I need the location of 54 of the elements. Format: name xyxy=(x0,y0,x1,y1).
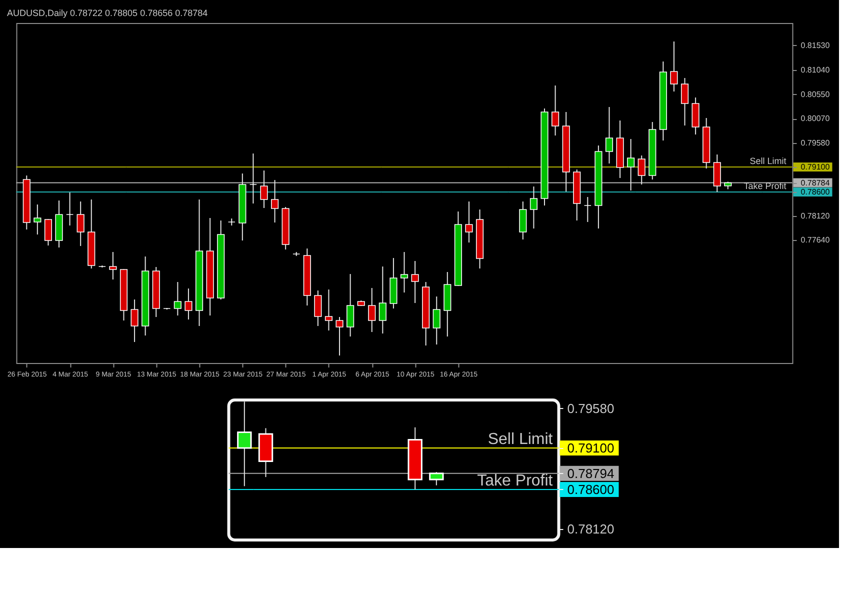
candlestick xyxy=(76,201,84,246)
y-tick-label: 0.78120 xyxy=(567,522,614,537)
y-tick-label: 0.81040 xyxy=(800,66,830,74)
y-tick-label: 0.79580 xyxy=(567,400,614,416)
candlestick xyxy=(411,260,419,304)
candlestick xyxy=(346,274,354,337)
candlestick xyxy=(66,192,74,226)
candlestick xyxy=(552,85,560,136)
candlestick xyxy=(692,97,700,135)
candlestick xyxy=(260,170,268,208)
candlestick xyxy=(638,155,646,185)
candlestick xyxy=(670,41,678,92)
y-tick-label: 0.81530 xyxy=(800,41,830,50)
y-tick-label: 0.79100 xyxy=(567,440,614,456)
candlestick xyxy=(368,288,376,332)
candlestick xyxy=(605,106,614,164)
ref-line-label: Take Profit xyxy=(477,472,554,490)
candlestick xyxy=(109,252,117,280)
candlestick xyxy=(713,154,721,192)
candlestick xyxy=(530,186,538,229)
y-tick-label: 0.78120 xyxy=(800,212,830,220)
candlestick xyxy=(378,266,386,334)
y-tick-label: 0.78600 xyxy=(567,482,614,497)
candlestick xyxy=(237,401,252,487)
ref-line-label: Sell Limit xyxy=(750,156,787,166)
chart-title: AUDUSD,Daily 0.78722 0.78805 0.78656 0.78784 xyxy=(6,8,208,18)
y-tick-label: 0.79580 xyxy=(800,138,830,148)
candlestick xyxy=(627,138,635,191)
candlestick xyxy=(432,296,440,345)
ref-line-label: Sell Limit xyxy=(488,431,554,448)
candlestick xyxy=(174,282,182,316)
y-tick-label: 0.80550 xyxy=(800,90,830,99)
candlestick xyxy=(519,201,527,240)
candlestick xyxy=(584,196,592,222)
y-tick-label: 0.77640 xyxy=(800,236,830,244)
candlestick xyxy=(465,201,473,243)
y-tick-label: 0.78600 xyxy=(800,188,830,196)
candlestick xyxy=(429,472,444,486)
candlestick xyxy=(324,289,333,331)
y-tick-label: 0.78784 xyxy=(800,178,830,188)
candlestick xyxy=(44,218,52,246)
candlestick xyxy=(130,299,138,342)
candlestick xyxy=(249,153,257,204)
candlestick xyxy=(400,252,408,293)
candlestick xyxy=(680,78,689,126)
candlestick xyxy=(34,204,42,235)
y-tick-label: 0.79100 xyxy=(800,162,830,172)
y-tick-label: 0.78794 xyxy=(567,466,614,481)
candlestick xyxy=(336,316,344,356)
candlestick xyxy=(184,288,192,320)
y-tick-label: 0.80070 xyxy=(800,114,830,123)
candlestick xyxy=(314,290,322,326)
candlestick xyxy=(270,180,279,223)
ref-line-label: Take Profit xyxy=(744,181,787,191)
